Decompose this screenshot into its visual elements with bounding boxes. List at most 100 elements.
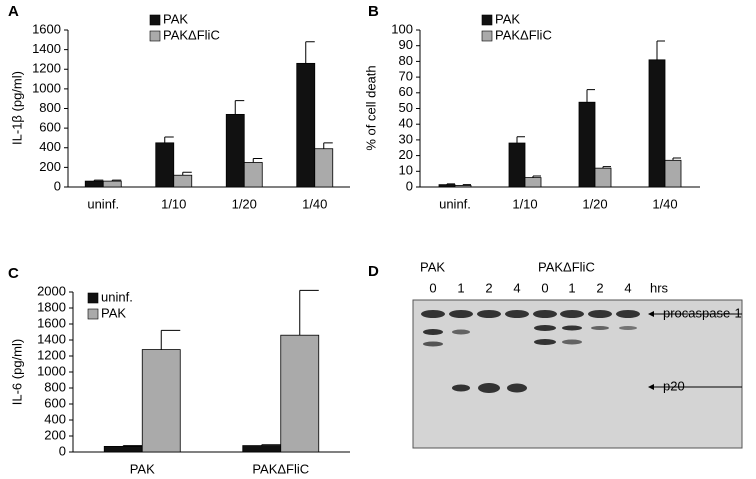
y-tick-label: 30 [399, 131, 413, 146]
y-tick-label: 600 [44, 395, 66, 410]
error-bar [672, 157, 681, 161]
bar [648, 59, 666, 188]
legend-swatch [87, 292, 99, 304]
y-tick-label: 1000 [32, 80, 61, 95]
y-tick-label: 0 [54, 178, 61, 193]
y-tick-label: 1400 [32, 41, 61, 56]
y-tick-label: 800 [39, 100, 61, 115]
y-tick-label: 400 [39, 139, 61, 154]
bar [454, 185, 472, 188]
blot-membrane [412, 299, 743, 449]
legend-label: uninf. [101, 289, 133, 304]
legend-label: PAK [495, 11, 520, 26]
bar [664, 159, 682, 188]
bar [141, 349, 181, 453]
error-bar [160, 329, 181, 350]
y-tick-label: 800 [44, 379, 66, 394]
x-tick-label: uninf. [87, 196, 119, 211]
y-tick-label: 1800 [37, 299, 66, 314]
x-tick-label: 1/40 [652, 196, 677, 211]
y-tick-label: 80 [399, 53, 413, 68]
band-label: procaspase-1 [663, 305, 742, 320]
legend-label: PAK [101, 305, 126, 320]
arrow-head [648, 384, 654, 390]
bar [280, 334, 320, 453]
x-tick-label: 1/40 [302, 196, 327, 211]
y-tick-label: 200 [39, 159, 61, 174]
error-bar [305, 41, 315, 64]
lane-label: 0 [429, 280, 436, 295]
x-tick-label: PAK [130, 461, 155, 476]
y-tick-label: 100 [391, 21, 413, 36]
legend-swatch [149, 30, 161, 42]
x-tick-label: 1/20 [582, 196, 607, 211]
y-tick-label: 20 [399, 147, 413, 162]
y-tick-label: 600 [39, 120, 61, 135]
blot-bands [421, 310, 640, 393]
y-tick-label: 90 [399, 37, 413, 52]
group-label: PAKΔFliC [538, 259, 595, 274]
bar [155, 142, 175, 188]
y-tick-label: 0 [59, 443, 66, 458]
panel-label: B [368, 3, 379, 20]
bar [594, 167, 612, 188]
error-bar [261, 444, 281, 446]
lane-label: 1 [457, 280, 464, 295]
y-tick-label: 2000 [37, 283, 66, 298]
error-bar [93, 179, 104, 182]
lane-label: 0 [541, 280, 548, 295]
lane-label: 4 [624, 280, 631, 295]
x-tick-label: uninf. [439, 196, 471, 211]
y-tick-label: 1400 [37, 331, 66, 346]
y-tick-label: 40 [399, 116, 413, 131]
arrow-head [648, 311, 654, 317]
y-tick-label: 60 [399, 84, 413, 99]
error-bar [462, 184, 471, 186]
unit-label: hrs [650, 280, 669, 295]
panel-label: A [8, 3, 19, 20]
y-tick-label: 0 [406, 178, 413, 193]
y-axis-label: IL-6 (pg/ml) [9, 339, 24, 405]
error-bar [516, 136, 525, 144]
y-tick-label: 1000 [37, 363, 66, 378]
lane-label: 2 [596, 280, 603, 295]
legend-label: PAKΔFliC [495, 27, 552, 42]
error-bar [532, 175, 541, 178]
error-bar [446, 183, 455, 185]
bar [242, 445, 282, 453]
error-bar [323, 142, 333, 149]
lane-label: 1 [568, 280, 575, 295]
y-tick-label: 10 [399, 163, 413, 178]
error-bar [111, 179, 122, 182]
error-bar [586, 89, 595, 103]
bar [508, 142, 526, 188]
bar [296, 62, 316, 188]
error-bar [182, 171, 192, 176]
legend-swatch [87, 308, 99, 320]
error-bar [164, 136, 174, 143]
legend-swatch [149, 14, 161, 26]
y-tick-label: 1200 [32, 61, 61, 76]
error-bar [234, 100, 245, 115]
legend-label: PAK [163, 11, 188, 26]
panel-label: D [368, 263, 379, 280]
error-bar [122, 445, 143, 447]
y-tick-label: 50 [399, 100, 413, 115]
y-tick-label: 1600 [32, 21, 61, 36]
error-bar [656, 40, 665, 60]
x-tick-label: 1/10 [161, 196, 186, 211]
y-tick-label: 1200 [37, 347, 66, 362]
x-tick-label: 1/10 [512, 196, 537, 211]
lane-label: 2 [485, 280, 492, 295]
y-tick-label: 70 [399, 69, 413, 84]
band-label: p20 [663, 378, 685, 393]
bar [84, 180, 104, 188]
bar [243, 162, 263, 188]
bar [314, 148, 334, 188]
legend-swatch [481, 14, 493, 26]
x-tick-label: PAKΔFliC [252, 461, 309, 476]
bar [225, 113, 245, 188]
error-bar [252, 158, 263, 163]
bar [578, 101, 596, 188]
